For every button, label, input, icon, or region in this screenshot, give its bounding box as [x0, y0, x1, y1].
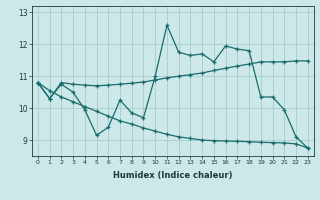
X-axis label: Humidex (Indice chaleur): Humidex (Indice chaleur)	[113, 171, 233, 180]
